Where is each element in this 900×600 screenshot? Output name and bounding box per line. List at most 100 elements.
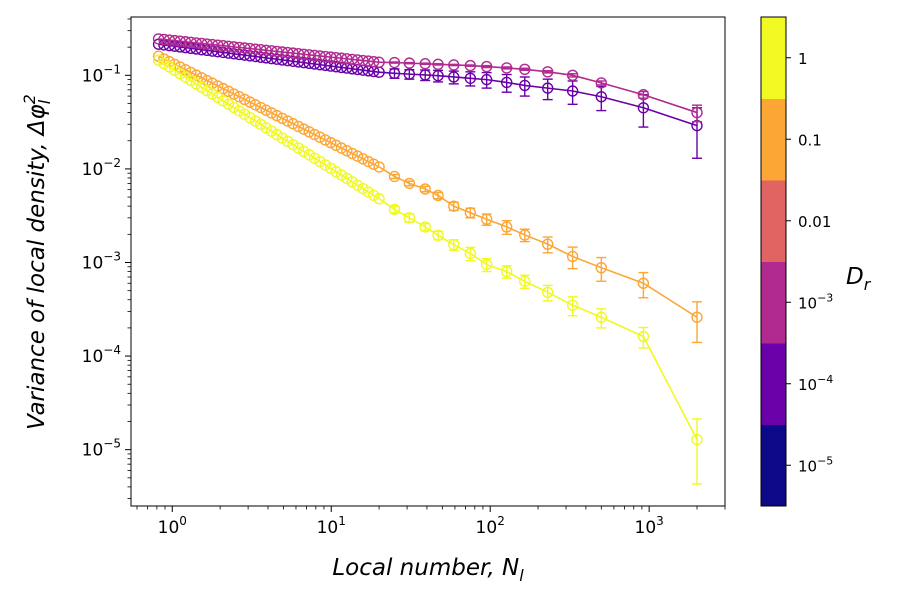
data-point (541, 82, 554, 94)
data-point (330, 139, 342, 152)
y-tick-label: 10−5 (82, 437, 121, 461)
data-point (362, 155, 375, 168)
data-point (500, 221, 513, 233)
data-point (388, 203, 401, 216)
data-point (541, 238, 554, 250)
data-point (314, 131, 326, 143)
plot-area (152, 33, 703, 485)
data-point (244, 42, 256, 55)
data-point (238, 93, 251, 106)
error-bar (481, 64, 492, 69)
data-point (292, 120, 305, 133)
error-bar (420, 62, 431, 66)
error-bar (501, 66, 512, 70)
data-point (595, 91, 608, 103)
series-3 (152, 54, 703, 485)
data-point (500, 76, 513, 89)
data-point (464, 247, 477, 260)
data-point (298, 56, 310, 69)
data-point (388, 67, 401, 80)
series-1 (152, 33, 703, 123)
error-bar (542, 78, 553, 101)
data-point (271, 45, 283, 58)
data-point (319, 50, 332, 63)
data-point (255, 51, 267, 63)
data-point (448, 59, 460, 71)
data-point (319, 59, 332, 72)
data-point (595, 261, 608, 274)
data-point (432, 189, 444, 202)
data-point (292, 48, 305, 60)
data-point (158, 33, 170, 46)
data-point (351, 54, 364, 66)
error-bar (389, 61, 400, 64)
data-point (281, 54, 294, 67)
data-point (541, 66, 554, 78)
data-point (432, 229, 444, 242)
error-bar (692, 418, 703, 485)
data-point (373, 56, 385, 68)
data-point (324, 60, 337, 72)
error-bar (389, 173, 400, 180)
data-point (637, 330, 650, 343)
data-point (637, 277, 650, 289)
data-point (287, 47, 299, 59)
data-point (432, 58, 444, 71)
data-point (519, 63, 531, 75)
data-point (480, 258, 493, 271)
colorbar-segment (761, 343, 786, 425)
data-point (519, 79, 531, 92)
data-point (357, 54, 369, 67)
error-bar (433, 63, 444, 66)
data-point (566, 250, 579, 263)
data-point (566, 85, 579, 97)
error-bar (638, 271, 649, 299)
data-point (335, 142, 348, 154)
data-point (260, 104, 272, 116)
x-axis-label: Local number, Nl (332, 555, 524, 585)
data-point (314, 58, 326, 71)
data-point (691, 311, 703, 323)
data-point (287, 118, 299, 130)
data-point (260, 52, 272, 64)
data-point (249, 99, 262, 111)
data-point (276, 54, 288, 66)
data-point (480, 73, 493, 86)
data-point (271, 109, 283, 122)
error-bar (404, 180, 415, 187)
data-point (519, 229, 531, 241)
y-tick-label: 10−3 (82, 249, 121, 273)
data-point (152, 33, 165, 45)
data-point (464, 59, 477, 72)
data-point (335, 61, 348, 74)
data-point (595, 77, 608, 89)
error-bar (519, 67, 530, 72)
data-point (448, 200, 460, 212)
data-point (403, 177, 416, 190)
data-point (255, 44, 267, 56)
error-bar (448, 63, 459, 67)
data-point (346, 147, 358, 160)
colorbar: 10−5 10−4 10−3 0.01 0.1 1 (760, 16, 833, 507)
axes-frame (130, 16, 726, 507)
data-point (691, 433, 703, 446)
data-point (330, 61, 342, 73)
colorbar-label: 0.01 (798, 213, 831, 231)
data-point (341, 62, 353, 74)
data-point (335, 52, 348, 64)
data-point (373, 193, 385, 205)
data-point (330, 51, 342, 64)
data-point (303, 57, 315, 70)
data-point (206, 38, 219, 51)
data-point (373, 161, 385, 173)
data-point (500, 265, 513, 278)
colorbar-label: 10−4 (798, 373, 833, 394)
data-point (298, 123, 310, 135)
axes: 100 101 102 103 10−1 10−2 10−3 10−4 10−5 (82, 16, 726, 538)
y-axis-label: Variance of local density, Δφ2l (20, 94, 54, 430)
data-point (480, 60, 493, 73)
series-2 (152, 50, 703, 344)
data-point (281, 115, 294, 127)
data-point (432, 70, 444, 82)
